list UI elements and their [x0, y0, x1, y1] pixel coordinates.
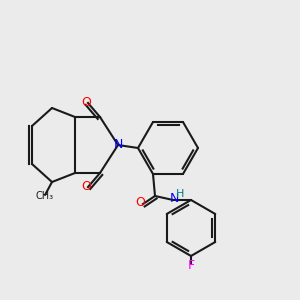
Text: N: N	[113, 139, 123, 152]
Text: O: O	[81, 97, 91, 110]
Text: O: O	[81, 181, 91, 194]
Text: F: F	[188, 260, 195, 272]
Text: CH₃: CH₃	[36, 191, 54, 201]
Text: H: H	[176, 189, 184, 199]
Text: N: N	[169, 193, 179, 206]
Text: O: O	[135, 196, 145, 209]
